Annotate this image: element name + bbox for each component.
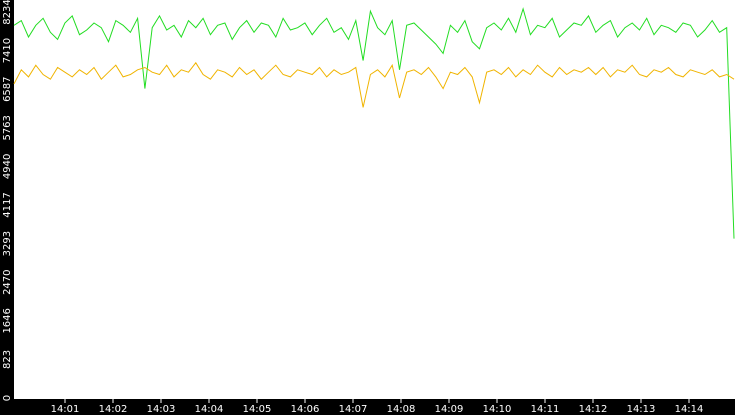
- y-tick-label: 0: [2, 395, 13, 401]
- y-tick-label: 8234: [2, 0, 13, 25]
- x-tick-label: 14:13: [627, 404, 656, 415]
- x-tick-label: 14:07: [339, 404, 368, 415]
- x-tick-label: 14:09: [435, 404, 464, 415]
- y-tick-label: 6587: [2, 76, 13, 101]
- x-tick-label: 14:06: [291, 404, 320, 415]
- x-tick-label: 14:11: [531, 404, 560, 415]
- y-tick-label: 2470: [2, 269, 13, 294]
- y-tick-label: 3293: [2, 231, 13, 256]
- series-line: [13, 7, 735, 239]
- y-tick-label: 7410: [2, 38, 13, 63]
- x-axis-bar: [0, 399, 735, 415]
- x-tick-label: 14:12: [579, 404, 608, 415]
- x-tick-label: 14:04: [195, 404, 224, 415]
- x-tick-label: 14:03: [147, 404, 176, 415]
- y-tick-label: 4117: [2, 192, 13, 217]
- x-tick-label: 14:01: [51, 404, 80, 415]
- x-tick-label: 14:10: [483, 404, 512, 415]
- series-line: [13, 61, 735, 108]
- x-tick-label: 14:08: [387, 404, 416, 415]
- x-tick-label: 14:02: [99, 404, 128, 415]
- x-tick-label: 14:05: [243, 404, 272, 415]
- x-tick-label: 14:14: [675, 404, 704, 415]
- y-axis-bar: [0, 0, 14, 415]
- y-tick-label: 823: [2, 350, 13, 369]
- y-tick-label: 5763: [2, 115, 13, 140]
- y-tick-label: 4940: [2, 154, 13, 179]
- y-tick-label: 1646: [2, 308, 13, 333]
